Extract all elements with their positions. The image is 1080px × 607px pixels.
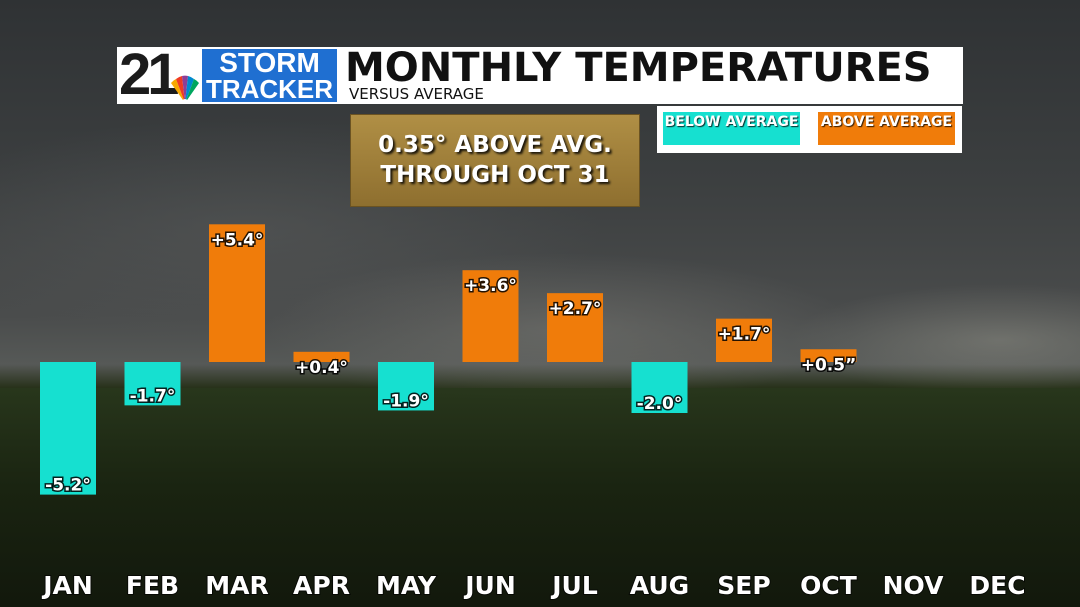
bar-jun <box>462 270 519 362</box>
station-number: 21 <box>119 42 179 107</box>
bar-feb <box>124 362 181 406</box>
peacock-icon <box>171 75 199 103</box>
bar-mar <box>209 224 265 362</box>
month-label-jan: JAN <box>41 571 93 600</box>
month-label-aug: AUG <box>630 571 689 600</box>
grass-field-background <box>0 388 1080 607</box>
bar-label-aug: -2.0° <box>637 394 683 414</box>
storm-word: STORM <box>219 47 320 78</box>
legend-above-average: ABOVE AVERAGE <box>818 112 955 145</box>
legend-above-label: ABOVE AVERAGE <box>820 114 953 130</box>
legend: BELOW AVERAGE ABOVE AVERAGE <box>657 106 962 153</box>
summary-line-2: THROUGH OCT 31 <box>380 162 610 188</box>
tracker-word: TRACKER <box>205 74 334 104</box>
month-label-apr: APR <box>293 571 350 600</box>
bar-sep <box>716 318 772 362</box>
title-banner: 21 STORM TRACKER MONTHLY TEMPERATURES VE… <box>117 42 963 107</box>
bar-aug <box>631 362 688 413</box>
month-label-dec: DEC <box>969 571 1025 600</box>
bar-label-sep: +1.7° <box>718 325 771 345</box>
bar-jan <box>40 362 96 495</box>
bar-label-may: -1.9° <box>383 391 429 411</box>
month-label-jul: JUL <box>550 571 598 600</box>
storm-tracker-logo: STORM TRACKER <box>202 47 337 104</box>
legend-below-label: BELOW AVERAGE <box>664 114 799 130</box>
summary-line-1: 0.35° ABOVE AVG. <box>378 132 612 158</box>
bar-label-jun: +3.6° <box>464 276 517 296</box>
legend-below-average: BELOW AVERAGE <box>663 112 800 145</box>
bar-label-mar: +5.4° <box>211 230 264 250</box>
bar-oct <box>800 349 857 362</box>
station-logo: 21 <box>117 42 203 107</box>
month-label-may: MAY <box>376 571 437 600</box>
month-label-feb: FEB <box>126 571 179 600</box>
month-label-mar: MAR <box>205 571 268 600</box>
chart-subtitle: VERSUS AVERAGE <box>349 85 484 103</box>
bar-may <box>378 362 434 411</box>
bar-label-jan: -5.2° <box>45 476 91 496</box>
bar-apr <box>293 351 350 362</box>
bar-label-oct: +0.5” <box>801 355 857 375</box>
annual-summary-box: 0.35° ABOVE AVG. THROUGH OCT 31 <box>350 114 640 207</box>
month-label-nov: NOV <box>883 571 945 600</box>
month-label-sep: SEP <box>717 571 770 600</box>
chart-title: MONTHLY TEMPERATURES <box>345 45 932 91</box>
bar-jul <box>547 293 603 362</box>
bar-label-feb: -1.7° <box>130 386 176 406</box>
month-label-jun: JUN <box>463 571 516 600</box>
bar-label-jul: +2.7° <box>549 299 602 319</box>
bar-label-apr: +0.4° <box>295 358 348 378</box>
month-label-oct: OCT <box>800 571 857 600</box>
